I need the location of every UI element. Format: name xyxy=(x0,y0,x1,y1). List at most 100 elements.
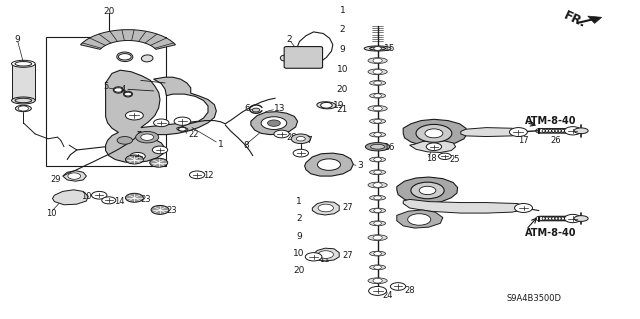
Text: 28: 28 xyxy=(404,286,415,295)
Circle shape xyxy=(509,128,527,137)
Circle shape xyxy=(68,173,81,179)
Circle shape xyxy=(374,47,381,50)
Text: 24: 24 xyxy=(383,291,393,300)
Ellipse shape xyxy=(368,235,387,241)
Text: 1: 1 xyxy=(296,197,301,206)
Text: 10: 10 xyxy=(293,249,305,258)
Circle shape xyxy=(564,127,581,135)
Circle shape xyxy=(125,193,143,202)
Text: 12: 12 xyxy=(204,171,214,180)
Ellipse shape xyxy=(15,62,32,66)
Circle shape xyxy=(124,92,132,96)
Circle shape xyxy=(374,119,381,123)
Polygon shape xyxy=(251,112,298,135)
Polygon shape xyxy=(312,248,339,261)
Ellipse shape xyxy=(368,58,387,63)
Circle shape xyxy=(261,117,287,130)
Circle shape xyxy=(374,170,381,174)
Text: 29: 29 xyxy=(51,175,61,184)
Circle shape xyxy=(425,129,443,138)
Circle shape xyxy=(390,283,406,290)
Circle shape xyxy=(374,133,381,137)
Circle shape xyxy=(374,94,381,98)
Polygon shape xyxy=(403,199,524,213)
Circle shape xyxy=(374,265,381,269)
Ellipse shape xyxy=(370,132,385,137)
Text: 5: 5 xyxy=(104,82,109,91)
Ellipse shape xyxy=(317,102,336,109)
Circle shape xyxy=(117,137,132,144)
Text: 11: 11 xyxy=(319,256,329,264)
Text: 16: 16 xyxy=(384,143,396,152)
Polygon shape xyxy=(312,202,339,215)
Circle shape xyxy=(150,158,168,167)
Circle shape xyxy=(179,127,186,131)
Circle shape xyxy=(318,251,333,258)
Circle shape xyxy=(189,171,205,179)
Circle shape xyxy=(136,131,159,143)
Polygon shape xyxy=(397,210,443,228)
Circle shape xyxy=(438,153,451,160)
Circle shape xyxy=(125,155,143,164)
Text: 20: 20 xyxy=(337,85,348,94)
Text: 20: 20 xyxy=(293,266,305,275)
Circle shape xyxy=(373,278,382,283)
Ellipse shape xyxy=(370,93,385,98)
Circle shape xyxy=(373,235,382,240)
Ellipse shape xyxy=(574,216,588,221)
Polygon shape xyxy=(63,171,86,181)
Polygon shape xyxy=(52,190,88,205)
Circle shape xyxy=(151,205,169,214)
Ellipse shape xyxy=(370,170,385,175)
Text: 18: 18 xyxy=(426,154,436,163)
Ellipse shape xyxy=(124,91,132,97)
Text: 7: 7 xyxy=(306,137,312,145)
Circle shape xyxy=(411,182,444,199)
Ellipse shape xyxy=(368,69,387,75)
Circle shape xyxy=(154,119,169,127)
Circle shape xyxy=(408,214,431,225)
Circle shape xyxy=(114,88,123,92)
Ellipse shape xyxy=(370,195,385,200)
Polygon shape xyxy=(588,16,602,23)
Text: 13: 13 xyxy=(274,104,285,113)
Ellipse shape xyxy=(12,60,35,67)
Text: 26: 26 xyxy=(550,137,561,145)
Text: 20: 20 xyxy=(103,7,115,16)
Polygon shape xyxy=(305,153,353,176)
Text: 2: 2 xyxy=(296,214,301,223)
Ellipse shape xyxy=(368,278,387,284)
Ellipse shape xyxy=(280,55,288,61)
Text: 4: 4 xyxy=(120,85,125,94)
Circle shape xyxy=(118,54,131,60)
Text: 17: 17 xyxy=(518,137,529,145)
Circle shape xyxy=(373,70,382,74)
Circle shape xyxy=(296,137,305,141)
Ellipse shape xyxy=(370,208,385,213)
Ellipse shape xyxy=(370,157,385,162)
Text: 9: 9 xyxy=(340,45,345,54)
Ellipse shape xyxy=(370,265,385,270)
Ellipse shape xyxy=(364,46,391,51)
Ellipse shape xyxy=(12,97,35,104)
Circle shape xyxy=(369,286,387,295)
Circle shape xyxy=(102,197,116,204)
Text: 10: 10 xyxy=(46,209,56,218)
Polygon shape xyxy=(81,30,175,49)
Circle shape xyxy=(374,196,381,200)
Circle shape xyxy=(18,106,29,111)
Ellipse shape xyxy=(371,144,385,149)
Ellipse shape xyxy=(368,106,387,111)
Circle shape xyxy=(125,111,143,120)
Polygon shape xyxy=(12,64,35,100)
Circle shape xyxy=(174,117,191,125)
Ellipse shape xyxy=(370,80,385,85)
Circle shape xyxy=(515,204,532,212)
Ellipse shape xyxy=(116,52,133,62)
Ellipse shape xyxy=(370,47,385,50)
Ellipse shape xyxy=(365,143,390,151)
Ellipse shape xyxy=(177,127,188,131)
Text: 23: 23 xyxy=(141,195,152,204)
Text: ATM-8-40: ATM-8-40 xyxy=(525,228,576,238)
Text: 25: 25 xyxy=(449,155,460,164)
